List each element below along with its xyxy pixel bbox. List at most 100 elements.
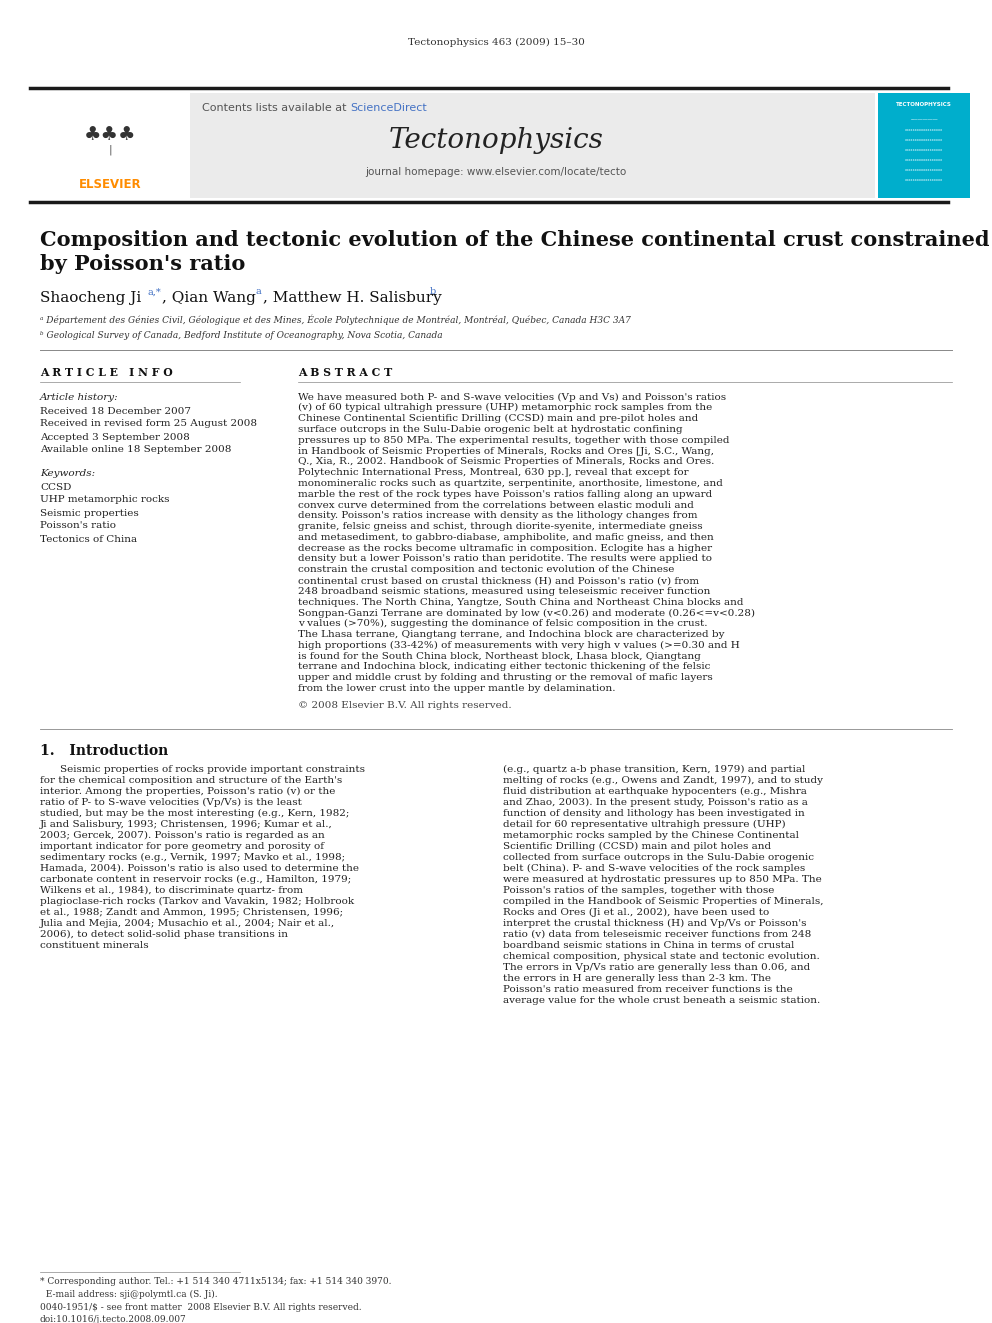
Text: continental crust based on crustal thickness (H) and Poisson's ratio (v) from: continental crust based on crustal thick… [298,576,699,585]
Text: v values (>70%), suggesting the dominance of felsic composition in the crust.: v values (>70%), suggesting the dominanc… [298,619,707,628]
Text: detail for 60 representative ultrahigh pressure (UHP): detail for 60 representative ultrahigh p… [503,820,786,830]
Text: Polytechnic International Press, Montreal, 630 pp.], reveal that except for: Polytechnic International Press, Montrea… [298,468,688,478]
Text: carbonate content in reservoir rocks (e.g., Hamilton, 1979;: carbonate content in reservoir rocks (e.… [40,875,351,884]
Text: Ji and Salisbury, 1993; Christensen, 1996; Kumar et al.,: Ji and Salisbury, 1993; Christensen, 199… [40,820,332,830]
Text: Received 18 December 2007: Received 18 December 2007 [40,406,191,415]
Text: decrease as the rocks become ultramafic in composition. Eclogite has a higher: decrease as the rocks become ultramafic … [298,544,712,553]
Text: density but a lower Poisson's ratio than peridotite. The results were applied to: density but a lower Poisson's ratio than… [298,554,712,564]
Text: The Lhasa terrane, Qiangtang terrane, and Indochina block are characterized by: The Lhasa terrane, Qiangtang terrane, an… [298,630,724,639]
Text: monomineralic rocks such as quartzite, serpentinite, anorthosite, limestone, and: monomineralic rocks such as quartzite, s… [298,479,723,488]
Text: from the lower crust into the upper mantle by delamination.: from the lower crust into the upper mant… [298,684,615,693]
Text: Wilkens et al., 1984), to discriminate quartz- from: Wilkens et al., 1984), to discriminate q… [40,886,303,894]
Text: ScienceDirect: ScienceDirect [350,103,427,112]
Text: (v) of 60 typical ultrahigh pressure (UHP) metamorphic rock samples from the: (v) of 60 typical ultrahigh pressure (UH… [298,404,712,413]
Text: ratio (v) data from teleseismic receiver functions from 248: ratio (v) data from teleseismic receiver… [503,930,811,939]
Text: A R T I C L E   I N F O: A R T I C L E I N F O [40,366,173,377]
Text: xxxxxxxxxxxxxxxxxx: xxxxxxxxxxxxxxxxxx [905,179,943,183]
Text: techniques. The North China, Yangtze, South China and Northeast China blocks and: techniques. The North China, Yangtze, So… [298,598,743,607]
Text: xxxxxxxxxxxxxxxxxx: xxxxxxxxxxxxxxxxxx [905,128,943,132]
Text: Tectonics of China: Tectonics of China [40,534,137,544]
Text: Seismic properties of rocks provide important constraints: Seismic properties of rocks provide impo… [60,765,365,774]
Text: were measured at hydrostatic pressures up to 850 MPa. The: were measured at hydrostatic pressures u… [503,875,821,884]
FancyBboxPatch shape [30,93,875,198]
Text: Article history:: Article history: [40,393,119,401]
Text: xxxxxxxxxxxxxxxxxx: xxxxxxxxxxxxxxxxxx [905,148,943,152]
Text: * Corresponding author. Tel.: +1 514 340 4711x5134; fax: +1 514 340 3970.: * Corresponding author. Tel.: +1 514 340… [40,1278,392,1286]
Text: constituent minerals: constituent minerals [40,941,149,950]
Text: Tectonophysics: Tectonophysics [389,127,603,153]
Text: studied, but may be the most interesting (e.g., Kern, 1982;: studied, but may be the most interesting… [40,808,349,818]
Text: A B S T R A C T: A B S T R A C T [298,366,392,377]
Text: Q., Xia, R., 2002. Handbook of Seismic Properties of Minerals, Rocks and Ores.: Q., Xia, R., 2002. Handbook of Seismic P… [298,458,714,466]
Text: compiled in the Handbook of Seismic Properties of Minerals,: compiled in the Handbook of Seismic Prop… [503,897,823,906]
Text: ᵇ Geological Survey of Canada, Bedford Institute of Oceanography, Nova Scotia, C: ᵇ Geological Survey of Canada, Bedford I… [40,331,442,340]
Text: fluid distribution at earthquake hypocenters (e.g., Mishra: fluid distribution at earthquake hypocen… [503,787,806,796]
Text: Shaocheng Ji: Shaocheng Ji [40,291,141,306]
Text: a: a [255,287,261,296]
Text: and Zhao, 2003). In the present study, Poisson's ratio as a: and Zhao, 2003). In the present study, P… [503,798,807,807]
Text: high proportions (33-42%) of measurements with very high v values (>=0.30 and H: high proportions (33-42%) of measurement… [298,640,740,650]
Text: marble the rest of the rock types have Poisson's ratios falling along an upward: marble the rest of the rock types have P… [298,490,712,499]
Text: Composition and tectonic evolution of the Chinese continental crust constrained: Composition and tectonic evolution of th… [40,230,989,250]
Text: b: b [430,287,436,296]
Text: Hamada, 2004). Poisson's ratio is also used to determine the: Hamada, 2004). Poisson's ratio is also u… [40,864,359,873]
Text: a,*: a,* [148,287,162,296]
Text: The errors in Vp/Vs ratio are generally less than 0.06, and: The errors in Vp/Vs ratio are generally … [503,963,810,972]
Text: by Poisson's ratio: by Poisson's ratio [40,254,245,274]
Text: , Matthew H. Salisbury: , Matthew H. Salisbury [263,291,441,306]
Text: Songpan-Ganzi Terrane are dominated by low (v<0.26) and moderate (0.26<=v<0.28): Songpan-Ganzi Terrane are dominated by l… [298,609,755,618]
Text: xxxxxxxxxxxxxxxxxx: xxxxxxxxxxxxxxxxxx [905,157,943,161]
Text: average value for the whole crust beneath a seismic station.: average value for the whole crust beneat… [503,996,820,1005]
Text: Available online 18 September 2008: Available online 18 September 2008 [40,446,231,455]
Text: pressures up to 850 MPa. The experimental results, together with those compiled: pressures up to 850 MPa. The experimenta… [298,435,729,445]
Text: chemical composition, physical state and tectonic evolution.: chemical composition, physical state and… [503,953,819,960]
Text: xxxxxxxxxxxxxxxxxx: xxxxxxxxxxxxxxxxxx [905,138,943,142]
Text: TECTONOPHYSICS: TECTONOPHYSICS [896,102,952,107]
Text: in Handbook of Seismic Properties of Minerals, Rocks and Ores [Ji, S.C., Wang,: in Handbook of Seismic Properties of Min… [298,446,714,455]
Text: surface outcrops in the Sulu-Dabie orogenic belt at hydrostatic confining: surface outcrops in the Sulu-Dabie oroge… [298,425,682,434]
Text: Keywords:: Keywords: [40,470,95,479]
Text: Poisson's ratio measured from receiver functions is the: Poisson's ratio measured from receiver f… [503,984,793,994]
Text: metamorphic rocks sampled by the Chinese Continental: metamorphic rocks sampled by the Chinese… [503,831,799,840]
Text: We have measured both P- and S-wave velocities (Vp and Vs) and Poisson's ratios: We have measured both P- and S-wave velo… [298,393,726,402]
Text: and metasediment, to gabbro-diabase, amphibolite, and mafic gneiss, and then: and metasediment, to gabbro-diabase, amp… [298,533,714,542]
Text: Seismic properties: Seismic properties [40,508,139,517]
Text: Poisson's ratio: Poisson's ratio [40,521,116,531]
FancyBboxPatch shape [878,93,970,198]
Text: 2006), to detect solid-solid phase transitions in: 2006), to detect solid-solid phase trans… [40,930,288,939]
Text: Received in revised form 25 August 2008: Received in revised form 25 August 2008 [40,419,257,429]
Text: terrane and Indochina block, indicating either tectonic thickening of the felsic: terrane and Indochina block, indicating … [298,663,710,672]
Text: function of density and lithology has been investigated in: function of density and lithology has be… [503,808,805,818]
Text: © 2008 Elsevier B.V. All rights reserved.: © 2008 Elsevier B.V. All rights reserved… [298,701,512,710]
Text: granite, felsic gneiss and schist, through diorite-syenite, intermediate gneiss: granite, felsic gneiss and schist, throu… [298,523,702,531]
FancyBboxPatch shape [30,93,190,198]
Text: Rocks and Ores (Ji et al., 2002), have been used to: Rocks and Ores (Ji et al., 2002), have b… [503,908,769,917]
Text: 0040-1951/$ - see front matter  2008 Elsevier B.V. All rights reserved.: 0040-1951/$ - see front matter 2008 Else… [40,1303,362,1312]
Text: ᵃ Département des Génies Civil, Géologique et des Mines, École Polytechnique de : ᵃ Département des Génies Civil, Géologiq… [40,315,631,325]
Text: constrain the crustal composition and tectonic evolution of the Chinese: constrain the crustal composition and te… [298,565,675,574]
Text: 2003; Gercek, 2007). Poisson's ratio is regarded as an: 2003; Gercek, 2007). Poisson's ratio is … [40,831,324,840]
Text: Julia and Mejia, 2004; Musachio et al., 2004; Nair et al.,: Julia and Mejia, 2004; Musachio et al., … [40,919,335,927]
Text: plagioclase-rich rocks (Tarkov and Vavakin, 1982; Holbrook: plagioclase-rich rocks (Tarkov and Vavak… [40,897,354,906]
Text: doi:10.1016/j.tecto.2008.09.007: doi:10.1016/j.tecto.2008.09.007 [40,1315,186,1323]
Text: Contents lists available at: Contents lists available at [202,103,350,112]
Text: interior. Among the properties, Poisson's ratio (v) or the: interior. Among the properties, Poisson'… [40,787,335,796]
Text: UHP metamorphic rocks: UHP metamorphic rocks [40,496,170,504]
Text: ELSEVIER: ELSEVIER [78,179,141,192]
Text: sedimentary rocks (e.g., Vernik, 1997; Mavko et al., 1998;: sedimentary rocks (e.g., Vernik, 1997; M… [40,853,345,863]
Text: 248 broadband seismic stations, measured using teleseismic receiver function: 248 broadband seismic stations, measured… [298,587,710,595]
Text: Poisson's ratios of the samples, together with those: Poisson's ratios of the samples, togethe… [503,886,775,894]
Text: convex curve determined from the correlations between elastic moduli and: convex curve determined from the correla… [298,500,693,509]
Text: |: | [108,144,112,155]
Text: (e.g., quartz a-b phase transition, Kern, 1979) and partial: (e.g., quartz a-b phase transition, Kern… [503,765,806,774]
Text: et al., 1988; Zandt and Ammon, 1995; Christensen, 1996;: et al., 1988; Zandt and Ammon, 1995; Chr… [40,908,343,917]
Text: , Qian Wang: , Qian Wang [162,291,256,306]
Text: ♣♣♣: ♣♣♣ [83,126,136,144]
Text: Tectonophysics 463 (2009) 15–30: Tectonophysics 463 (2009) 15–30 [408,37,584,46]
Text: xxxxxxxxxxxxxxxxxx: xxxxxxxxxxxxxxxxxx [905,168,943,172]
Text: interpret the crustal thickness (H) and Vp/Vs or Poisson's: interpret the crustal thickness (H) and … [503,919,806,927]
Text: boardband seismic stations in China in terms of crustal: boardband seismic stations in China in t… [503,941,795,950]
Text: ratio of P- to S-wave velocities (Vp/Vs) is the least: ratio of P- to S-wave velocities (Vp/Vs)… [40,798,302,807]
Text: collected from surface outcrops in the Sulu-Dabie orogenic: collected from surface outcrops in the S… [503,853,814,861]
Text: ___________: ___________ [911,115,937,120]
